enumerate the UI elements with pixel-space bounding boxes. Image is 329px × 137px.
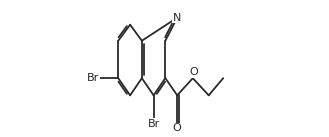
Text: O: O — [173, 123, 182, 133]
Text: N: N — [173, 13, 181, 23]
Text: O: O — [189, 67, 198, 77]
Text: Br: Br — [147, 119, 160, 129]
Text: Br: Br — [87, 73, 100, 83]
